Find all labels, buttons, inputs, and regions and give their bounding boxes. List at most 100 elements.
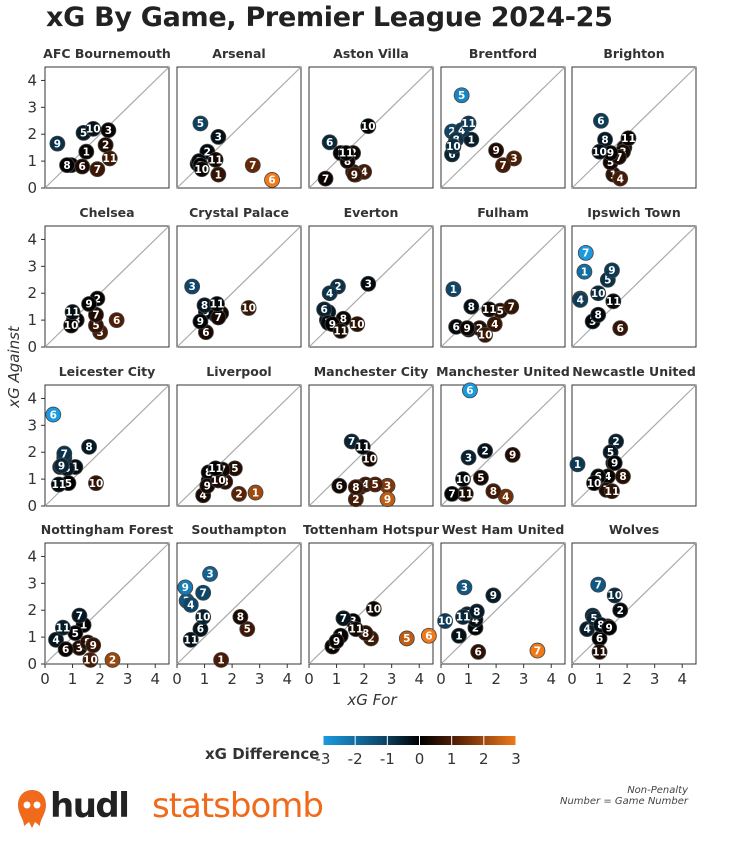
footnote-line-1: Non-Penalty <box>627 785 688 796</box>
data-point-label: 3 <box>76 643 83 655</box>
data-point-label: 7 <box>508 301 515 313</box>
data-point-label: 2 <box>352 494 359 506</box>
data-point-label: 11 <box>456 612 471 624</box>
x-tick-label: 3 <box>519 670 529 688</box>
data-point-label: 4 <box>362 479 369 491</box>
data-point-game-9 <box>606 455 623 471</box>
data-point-game-7 <box>495 157 511 174</box>
data-point-label: 2 <box>472 622 479 634</box>
data-point-game-9 <box>81 296 97 312</box>
data-point-label: 8 <box>595 309 602 321</box>
data-point-label: 11 <box>605 486 620 498</box>
data-point-label: 2 <box>617 605 624 617</box>
data-point-game-10 <box>590 285 607 302</box>
data-point-label: 1 <box>581 266 588 278</box>
data-point-label: 9 <box>606 622 613 634</box>
y-tick-label: 2 <box>27 601 37 619</box>
data-point-label: 4 <box>491 319 498 331</box>
x-tick-label: 2 <box>227 670 237 688</box>
data-point-game-5 <box>453 87 470 104</box>
panel-title: Brentford <box>469 46 537 61</box>
data-point-game-7 <box>590 576 607 593</box>
data-point-label: 4 <box>577 295 584 307</box>
data-point-game-4 <box>572 292 589 308</box>
data-point-label: 4 <box>472 614 479 626</box>
data-point-label: 5 <box>72 628 79 640</box>
data-point-game-2 <box>231 485 247 502</box>
data-point-game-9 <box>346 166 363 183</box>
data-point-label: 2 <box>612 436 619 448</box>
data-point-label: 1 <box>72 462 79 474</box>
data-point-game-1 <box>247 484 264 501</box>
data-point-game-9 <box>504 447 521 463</box>
reference-line <box>440 66 566 189</box>
data-point-label: 3 <box>589 316 596 328</box>
panel-title: Chelsea <box>79 205 134 220</box>
data-point-label: 9 <box>329 319 336 331</box>
data-point-game-1 <box>78 143 95 160</box>
data-point-label: 10 <box>591 288 606 300</box>
data-point-label: 4 <box>617 173 624 185</box>
x-tick-label: 4 <box>282 670 292 688</box>
data-point-game-6 <box>593 112 609 129</box>
data-point-game-6 <box>45 406 62 423</box>
data-point-label: 10 <box>478 330 493 342</box>
y-tick-label: 1 <box>27 311 37 329</box>
data-point-game-2 <box>612 602 629 619</box>
y-tick-label: 1 <box>27 628 37 646</box>
y-tick-label: 2 <box>27 284 37 302</box>
data-point-game-9 <box>177 579 194 596</box>
data-point-game-4 <box>321 285 338 302</box>
data-point-label: 8 <box>63 160 70 172</box>
data-point-label: 1 <box>455 630 462 642</box>
data-point-label: 11 <box>339 148 354 160</box>
data-point-label: 11 <box>355 442 370 454</box>
data-point-label: 9 <box>182 582 189 594</box>
data-point-label: 7 <box>76 610 83 622</box>
data-point-label: 11 <box>458 489 473 501</box>
data-point-game-7 <box>244 157 261 174</box>
data-point-game-9 <box>379 491 396 508</box>
hudl-logo-icon <box>18 790 46 828</box>
data-point-game-11 <box>591 644 608 660</box>
data-point-label: 3 <box>384 481 391 493</box>
data-point-label: 11 <box>208 463 223 475</box>
data-point-label: 4 <box>187 600 194 612</box>
data-point-label: 4 <box>360 167 367 179</box>
data-point-label: 6 <box>475 647 482 659</box>
footnote-line-2: Number = Game Number <box>559 796 688 807</box>
data-point-label: 10 <box>196 612 211 624</box>
panel-liverpool: Liverpool1234567891011 <box>176 364 302 507</box>
data-point-label: 10 <box>83 655 98 667</box>
data-point-game-6 <box>420 627 437 644</box>
brand-hudl: hudl <box>50 786 130 826</box>
data-point-label: 7 <box>348 436 355 448</box>
data-point-game-10 <box>361 451 378 467</box>
data-point-label: 9 <box>509 450 516 462</box>
data-point-label: 1 <box>217 655 224 667</box>
data-point-game-1 <box>445 281 462 298</box>
data-point-game-10 <box>437 613 454 629</box>
data-point-game-6 <box>108 312 125 329</box>
data-point-game-9 <box>601 619 618 636</box>
data-point-game-2 <box>477 442 493 459</box>
data-point-label: 10 <box>361 121 376 133</box>
data-point-label: 2 <box>235 489 242 501</box>
data-point-game-10 <box>240 300 257 316</box>
data-point-label: 11 <box>482 304 497 316</box>
data-point-label: 2 <box>481 446 488 458</box>
x-tick-label: 0 <box>567 670 577 688</box>
data-point-label: 7 <box>615 152 622 164</box>
data-point-game-11 <box>332 322 349 339</box>
data-point-game-8 <box>347 479 364 496</box>
data-point-label: 11 <box>210 299 225 311</box>
data-point-label: 3 <box>510 153 517 165</box>
panel-title: Arsenal <box>212 46 265 61</box>
data-point-label: 6 <box>320 304 327 316</box>
data-point-label: 7 <box>534 645 541 657</box>
data-point-label: 6 <box>448 149 455 161</box>
data-point-label: 8 <box>619 471 626 483</box>
data-point-game-11 <box>64 304 81 320</box>
data-point-label: 8 <box>362 628 369 640</box>
panel-title: Crystal Palace <box>189 205 289 220</box>
